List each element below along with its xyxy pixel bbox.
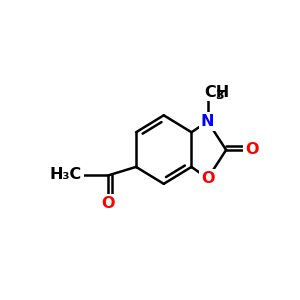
Text: CH: CH [205,85,230,100]
Text: H₃C: H₃C [50,167,82,182]
Text: O: O [246,142,259,158]
Text: N: N [201,114,214,129]
Text: O: O [201,171,214,186]
Text: O: O [102,196,115,211]
Text: 3: 3 [215,89,224,102]
